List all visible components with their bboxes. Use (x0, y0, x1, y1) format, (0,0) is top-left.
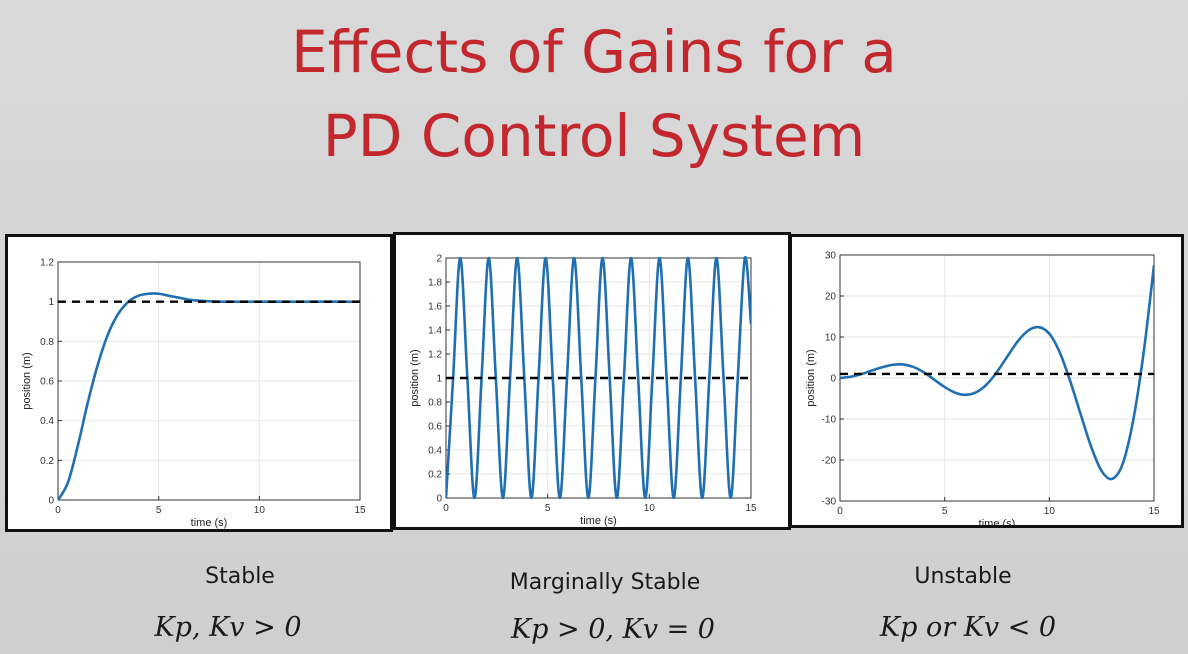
chart-unstable: 0 5 10 15 -30 -20 -10 0 10 20 30 time (s) position (… (805, 251, 1160, 526)
formula-stable: Kp, Kv > 0 (154, 612, 302, 643)
x-tick-label: 0 (443, 503, 449, 514)
x-tick-label: 10 (644, 503, 656, 514)
y-tick-label: 0.8 (428, 398, 442, 409)
plot-panel-unstable: 0 5 10 15 -30 -20 -10 0 10 20 30 time (s) position (… (789, 234, 1184, 528)
plot-panel-marginally-stable: 0 5 10 15 0 0.2 0.4 0.6 0.8 1 1.2 1.4 1.6 1.8 2 time (s… (393, 232, 791, 530)
caption-marginally-stable: Marginally Stable (509, 570, 701, 595)
x-tick-label: 5 (545, 503, 551, 514)
y-tick-label: 1.4 (428, 326, 442, 337)
x-tick-label: 15 (745, 503, 757, 514)
x-tick-label: 5 (156, 505, 162, 516)
y-axis-label: position (m) (21, 352, 33, 409)
x-tick-label: 0 (55, 505, 61, 516)
caption-unstable: Unstable (914, 564, 1012, 589)
y-axis-label: position (m) (409, 349, 421, 406)
y-tick-label: 0.4 (428, 446, 442, 457)
y-tick-label: 0 (830, 374, 836, 385)
y-tick-label: -10 (822, 415, 837, 426)
chart-stable: 0 5 10 15 0 0.2 0.4 0.6 0.8 1 1.2 time (s) position … (21, 258, 366, 530)
y-tick-label: 0 (48, 496, 54, 507)
y-tick-label: 0.8 (40, 337, 54, 348)
y-tick-label: 0 (436, 494, 442, 505)
y-tick-label: 30 (825, 251, 837, 262)
y-tick-label: 0.4 (40, 416, 54, 427)
chart-marginally-stable: 0 5 10 15 0 0.2 0.4 0.6 0.8 1 1.2 1.4 1.6 1.8 2 time (s… (409, 254, 757, 528)
slide-title-line-1: Effects of Gains for a (291, 18, 897, 86)
y-tick-label: 10 (825, 333, 837, 344)
slide-title-line-2: PD Control System (322, 102, 866, 170)
y-tick-label: -30 (822, 497, 837, 508)
x-tick-label: 0 (837, 506, 843, 517)
formula-marginally-stable: Kp > 0, Kv = 0 (511, 614, 715, 645)
x-tick-label: 5 (942, 506, 948, 517)
y-tick-label: 20 (825, 292, 837, 303)
y-tick-label: -20 (822, 456, 837, 467)
y-tick-label: 1 (48, 297, 54, 308)
y-tick-label: 0.2 (40, 456, 54, 467)
formula-unstable: Kp or Kv < 0 (879, 612, 1057, 643)
x-axis-label: time (s) (191, 517, 228, 529)
x-tick-label: 10 (1044, 506, 1056, 517)
y-tick-label: 1.2 (428, 350, 442, 361)
x-tick-label: 15 (1148, 506, 1160, 517)
y-tick-label: 0.6 (428, 422, 442, 433)
x-tick-label: 15 (354, 505, 366, 516)
y-axis-label: position (m) (805, 349, 817, 406)
y-tick-label: 0.2 (428, 470, 442, 481)
x-axis-label: time (s) (580, 515, 617, 527)
y-tick-label: 1 (436, 374, 442, 385)
y-tick-label: 1.6 (428, 302, 442, 313)
x-tick-label: 10 (254, 505, 266, 516)
plot-panel-stable: 0 5 10 15 0 0.2 0.4 0.6 0.8 1 1.2 time (s) position … (5, 234, 393, 532)
y-tick-label: 1.2 (40, 258, 54, 269)
x-axis-label: time (s) (979, 518, 1016, 525)
caption-stable: Stable (205, 564, 275, 589)
y-tick-label: 2 (436, 254, 442, 265)
response-series-line (446, 256, 751, 500)
response-series-line (58, 292, 360, 501)
response-series-line (840, 265, 1154, 481)
y-tick-label: 0.6 (40, 377, 54, 388)
y-tick-label: 1.8 (428, 278, 442, 289)
